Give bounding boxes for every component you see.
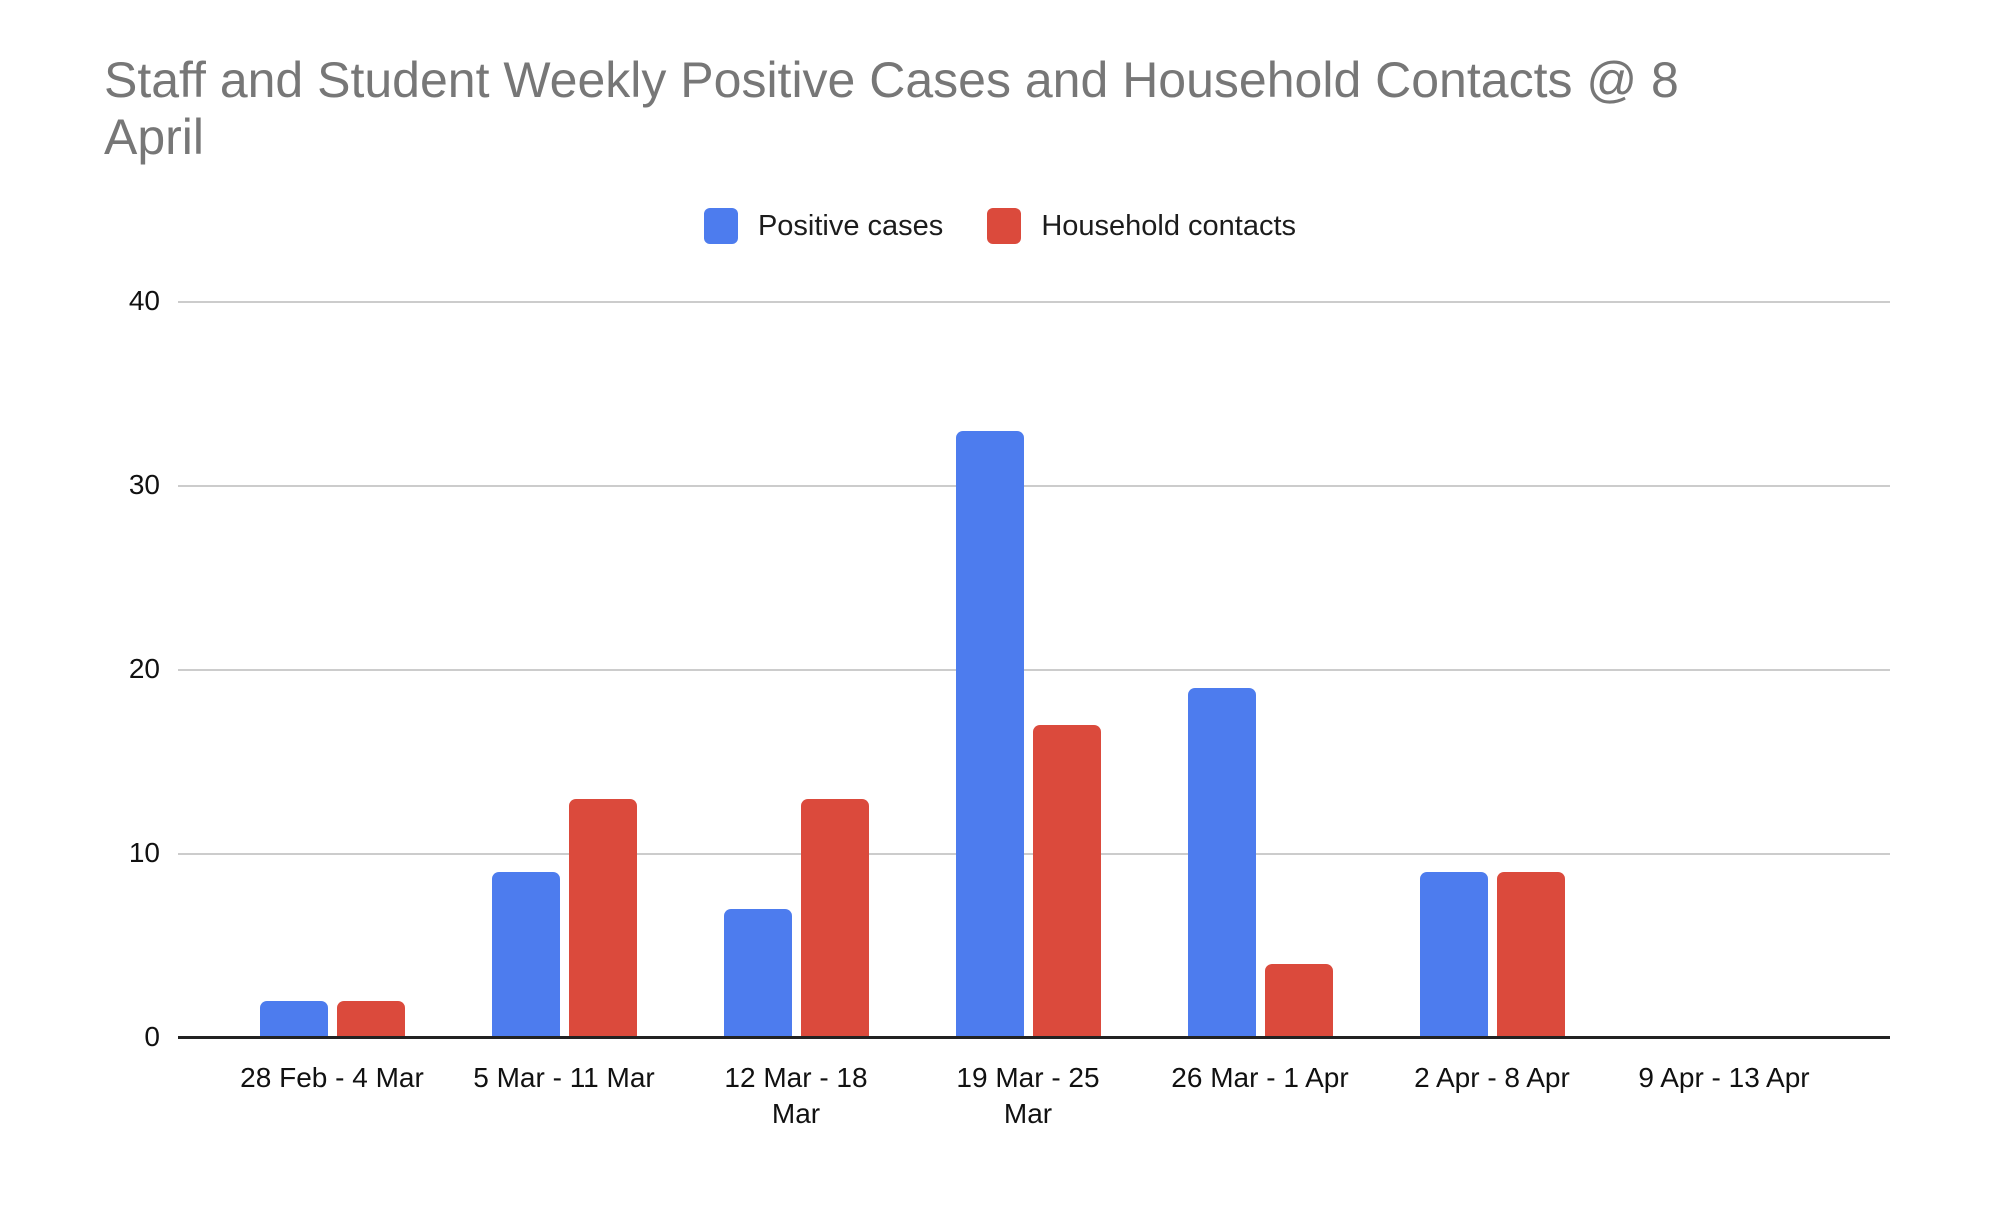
y-tick-label-10: 10 (128, 837, 160, 868)
positive-cases-bar-5-mar-11-mar (491, 872, 560, 1038)
legend-item-household-contacts: Household contacts (987, 208, 1296, 244)
x-axis-label-9-apr-13-apr: 9 Apr - 13 Apr (1608, 1060, 1840, 1132)
legend-label-household-contacts: Household contacts (1041, 209, 1297, 242)
y-tick-label-0: 0 (144, 1021, 160, 1052)
chart-title-line-1: Staff and Student Weekly Positive Cases … (104, 52, 1679, 108)
household-contacts-bar-26-mar-1-apr (1264, 964, 1333, 1038)
legend-item-positive-cases: Positive cases (703, 208, 944, 244)
legend-swatch-household-contacts (987, 208, 1022, 244)
gridline-30 (178, 485, 1890, 487)
x-axis-label-line: 26 Mar - 1 Apr (1171, 1062, 1349, 1093)
bar-group-2-apr-8-apr (1376, 302, 1608, 1038)
bar-group-9-apr-13-apr (1608, 302, 1840, 1038)
legend-label-positive-cases: Positive cases (757, 209, 944, 242)
household-contacts-bar-12-mar-18-mar (800, 799, 869, 1038)
legend-swatch-positive-cases (703, 208, 738, 244)
plot-area (178, 301, 1890, 1039)
gridline-20 (178, 669, 1890, 671)
bar-group-12-mar-18-mar (680, 302, 912, 1038)
chart-title-line-2: April (104, 109, 205, 165)
household-contacts-bar-5-mar-11-mar (568, 799, 637, 1038)
household-contacts-bar-19-mar-25-mar (1032, 725, 1101, 1038)
x-axis-label-line: 2 Apr - 8 Apr (1414, 1062, 1570, 1093)
x-axis-label-5-mar-11-mar: 5 Mar - 11 Mar (448, 1060, 680, 1132)
x-axis-label-line: 12 Mar - 18 (724, 1062, 868, 1093)
positive-cases-bar-12-mar-18-mar (723, 909, 792, 1038)
x-axis-label-28-feb-4-mar: 28 Feb - 4 Mar (216, 1060, 448, 1132)
positive-cases-bar-26-mar-1-apr (1187, 688, 1256, 1038)
positive-cases-bar-19-mar-25-mar (955, 431, 1024, 1038)
chart-legend: Positive cases Household contacts (0, 204, 2000, 248)
bar-group-5-mar-11-mar (448, 302, 680, 1038)
positive-cases-bar-28-feb-4-mar (259, 1001, 328, 1038)
bar-group-19-mar-25-mar (912, 302, 1144, 1038)
x-axis-label-26-mar-1-apr: 26 Mar - 1 Apr (1144, 1060, 1376, 1132)
bar-groups (216, 302, 1840, 1038)
bar-group-26-mar-1-apr (1144, 302, 1376, 1038)
household-contacts-bar-2-apr-8-apr (1496, 872, 1565, 1038)
x-axis-label-2-apr-8-apr: 2 Apr - 8 Apr (1376, 1060, 1608, 1132)
x-axis-label-19-mar-25-mar: 19 Mar - 25 Mar (912, 1060, 1144, 1132)
bar-group-28-feb-4-mar (216, 302, 448, 1038)
x-axis-label-line: Mar (1003, 1098, 1053, 1129)
chart-title: Staff and Student Weekly Positive Cases … (104, 52, 1904, 166)
household-contacts-bar-28-feb-4-mar (336, 1001, 405, 1038)
y-tick-label-40: 40 (128, 285, 160, 316)
x-axis-label-line: Mar (771, 1098, 821, 1129)
x-axis-baseline (178, 1036, 1890, 1039)
y-tick-label-20: 20 (128, 653, 160, 684)
gridline-40 (178, 301, 1890, 303)
x-axis-label-line: 9 Apr - 13 Apr (1638, 1062, 1810, 1093)
y-tick-label-30: 30 (128, 469, 160, 500)
x-axis-labels: 28 Feb - 4 Mar 5 Mar - 11 Mar 12 Mar - 18 M… (216, 1060, 1840, 1132)
x-axis-label-line: 5 Mar - 11 Mar (473, 1062, 655, 1093)
x-axis-label-line: 19 Mar - 25 (956, 1062, 1100, 1093)
x-axis-label-12-mar-18-mar: 12 Mar - 18 Mar (680, 1060, 912, 1132)
positive-cases-bar-2-apr-8-apr (1419, 872, 1488, 1038)
x-axis-label-line: 28 Feb - 4 Mar (240, 1062, 424, 1093)
